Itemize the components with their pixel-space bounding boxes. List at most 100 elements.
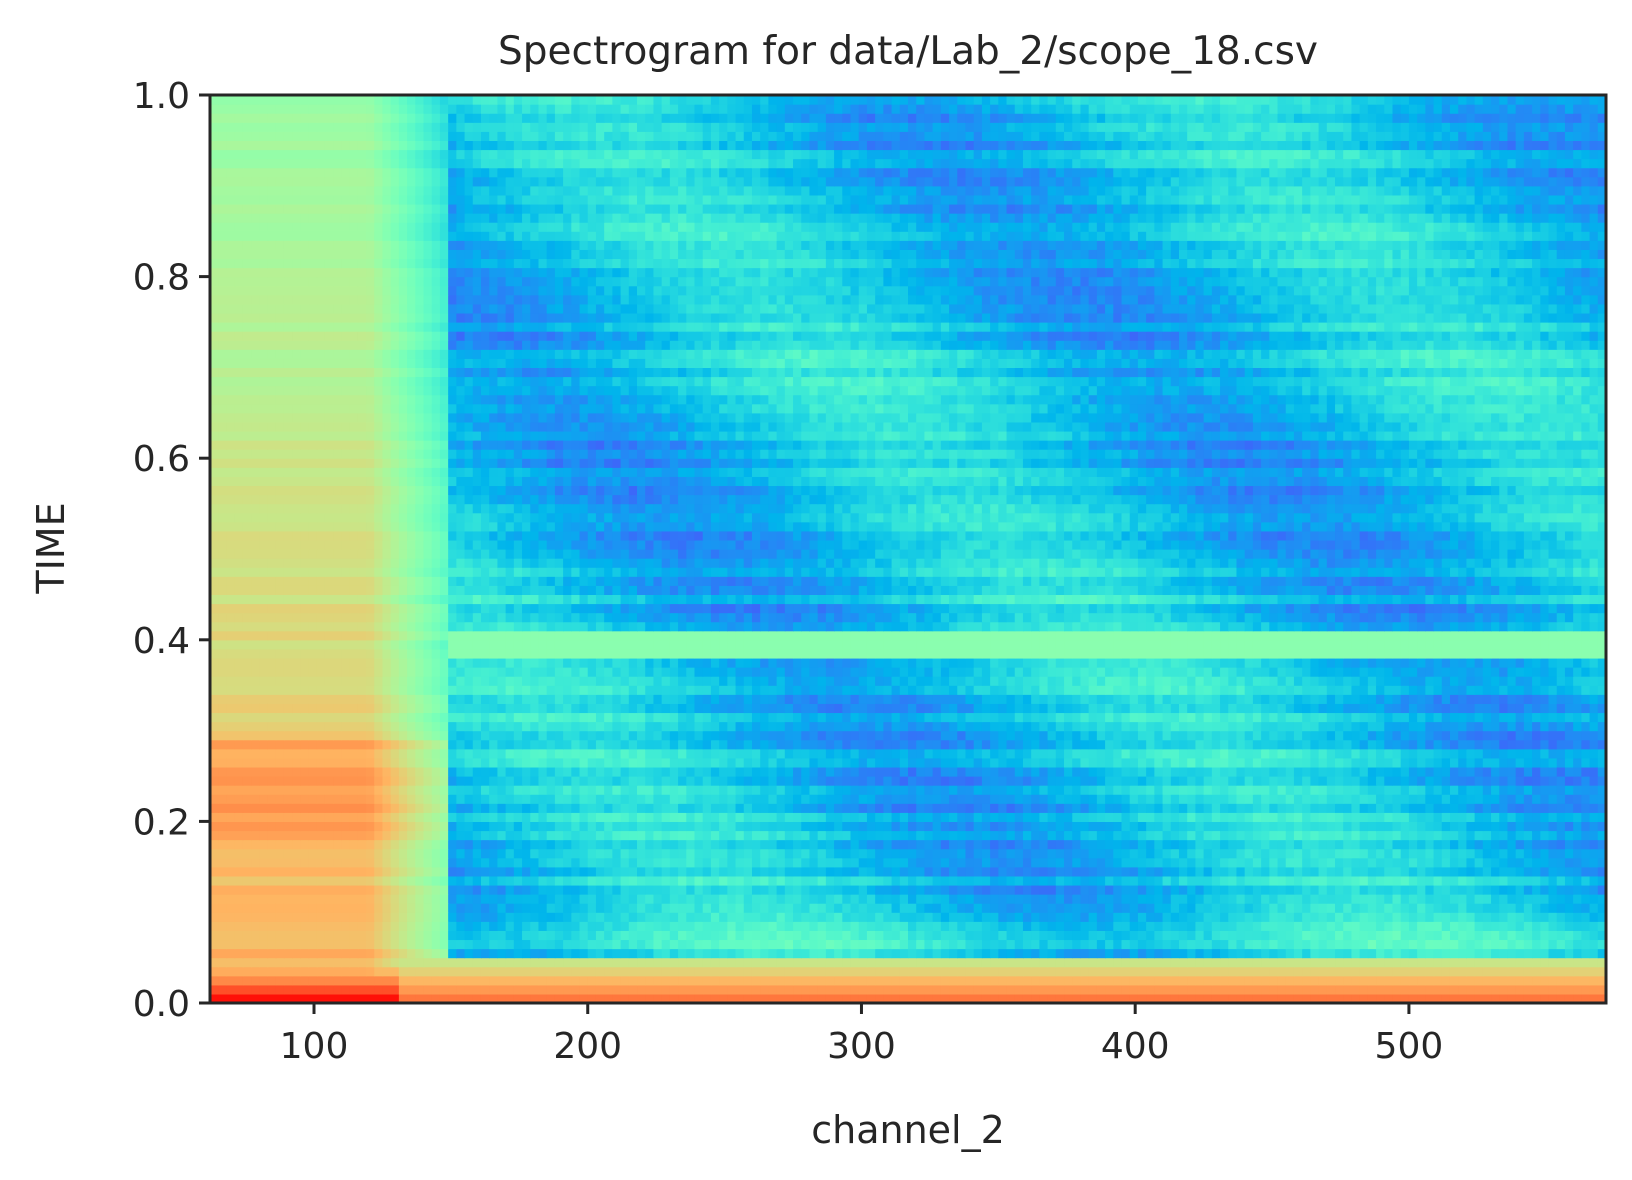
heatmap-cell (1113, 821, 1122, 831)
heatmap-cell (522, 840, 531, 850)
heatmap-cell (251, 976, 260, 986)
heatmap-cell (1450, 867, 1459, 877)
heatmap-cell (1138, 939, 1147, 949)
heatmap-cell (736, 921, 745, 931)
heatmap-cell (596, 821, 605, 831)
heatmap-cell (1015, 821, 1024, 831)
heatmap-cell (1286, 985, 1295, 995)
heatmap-cell (686, 958, 695, 968)
heatmap-cell (1007, 921, 1016, 931)
heatmap-cell (588, 903, 597, 913)
heatmap-cell (1105, 894, 1114, 904)
heatmap-cell (1228, 949, 1237, 959)
heatmap-cell (1171, 912, 1180, 922)
heatmap-cell (933, 894, 942, 904)
heatmap-cell (538, 949, 547, 959)
heatmap-cell (366, 849, 375, 859)
heatmap-cell (744, 903, 753, 913)
heatmap-cell (662, 867, 671, 877)
heatmap-cell (1130, 949, 1139, 959)
heatmap-cell (645, 903, 654, 913)
heatmap-cell (1360, 849, 1369, 859)
heatmap-cell (629, 985, 638, 995)
heatmap-cell (1286, 949, 1295, 959)
heatmap-cell (637, 967, 646, 977)
heatmap-cell (1031, 903, 1040, 913)
heatmap-cell (276, 903, 285, 913)
heatmap-cell (1269, 949, 1278, 959)
heatmap-cell (267, 903, 276, 913)
heatmap-cell (1204, 858, 1213, 868)
heatmap-cell (1122, 867, 1131, 877)
heatmap-cell (1565, 821, 1574, 831)
heatmap-cell (1253, 958, 1262, 968)
heatmap-cell (1294, 949, 1303, 959)
heatmap-cell (933, 849, 942, 859)
heatmap-cell (957, 867, 966, 877)
heatmap-cell (1516, 894, 1525, 904)
heatmap-cell (497, 840, 506, 850)
heatmap-cell (588, 985, 597, 995)
heatmap-cell (580, 867, 589, 877)
heatmap-cell (489, 876, 498, 886)
heatmap-cell (1384, 949, 1393, 959)
heatmap-cell (1236, 867, 1245, 877)
heatmap-cell (580, 930, 589, 940)
heatmap-cell (793, 830, 802, 840)
heatmap-cell (612, 858, 621, 868)
heatmap-cell (1360, 976, 1369, 986)
heatmap-cell (1031, 949, 1040, 959)
heatmap-cell (1524, 949, 1533, 959)
heatmap-cell (235, 894, 244, 904)
heatmap-cell (563, 976, 572, 986)
heatmap-cell (1204, 903, 1213, 913)
heatmap-cell (793, 858, 802, 868)
heatmap-cell (736, 903, 745, 913)
heatmap-cell (465, 958, 474, 968)
heatmap-cell (1581, 967, 1590, 977)
heatmap-cell (1286, 939, 1295, 949)
heatmap-cell (842, 812, 851, 822)
heatmap-cell (621, 949, 630, 959)
heatmap-cell (1491, 894, 1500, 904)
heatmap-cell (777, 876, 786, 886)
heatmap-cell (1187, 885, 1196, 895)
heatmap-cell (1269, 840, 1278, 850)
heatmap-cell (1507, 985, 1516, 995)
heatmap-cell (1236, 958, 1245, 968)
heatmap-cell (399, 949, 408, 959)
heatmap-cell (1475, 876, 1484, 886)
heatmap-cell (859, 976, 868, 986)
heatmap-cell (1319, 830, 1328, 840)
heatmap-cell (1392, 876, 1401, 886)
heatmap-cell (1163, 949, 1172, 959)
heatmap-cell (1187, 903, 1196, 913)
heatmap-cell (1310, 821, 1319, 831)
heatmap-cell (793, 976, 802, 986)
heatmap-cell (662, 976, 671, 986)
heatmap-cell (1072, 921, 1081, 931)
heatmap-cell (547, 985, 556, 995)
heatmap-cell (571, 939, 580, 949)
heatmap-cell (621, 939, 630, 949)
heatmap-cell (341, 949, 350, 959)
heatmap-cell (612, 812, 621, 822)
heatmap-cell (1031, 894, 1040, 904)
heatmap-cell (744, 849, 753, 859)
heatmap-cell (276, 967, 285, 977)
heatmap-cell (1442, 867, 1451, 877)
heatmap-cell (538, 976, 547, 986)
heatmap-cell (448, 894, 457, 904)
heatmap-cell (851, 939, 860, 949)
heatmap-cell (448, 930, 457, 940)
heatmap-cell (538, 985, 547, 995)
heatmap-cell (226, 867, 235, 877)
heatmap-cell (1286, 903, 1295, 913)
heatmap-cell (1212, 830, 1221, 840)
heatmap-cell (1261, 949, 1270, 959)
heatmap-cell (514, 903, 523, 913)
heatmap-cell (1023, 849, 1032, 859)
heatmap-cell (1171, 930, 1180, 940)
heatmap-cell (407, 812, 416, 822)
heatmap-cell (1581, 903, 1590, 913)
